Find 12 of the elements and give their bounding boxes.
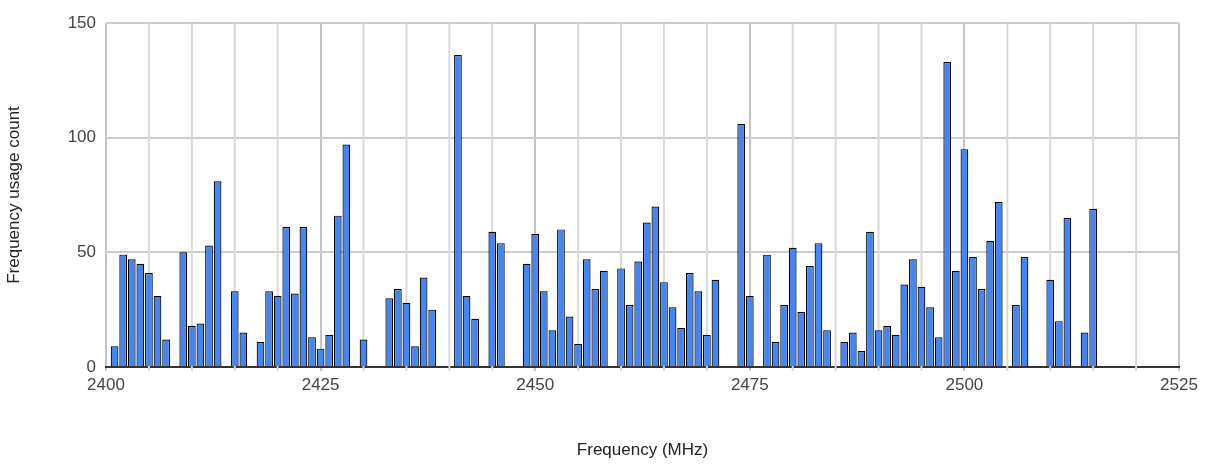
- x-tick-label: 2500: [945, 374, 984, 394]
- y-tick-label: 50: [77, 242, 96, 262]
- y-axis-title: Frequency usage count: [3, 105, 23, 284]
- x-tick-label: 2475: [730, 374, 769, 394]
- y-tick-label: 0: [86, 356, 96, 376]
- x-tick-label: 2525: [1160, 374, 1198, 394]
- y-tick-label: 150: [67, 12, 96, 32]
- x-tick-label: 2425: [301, 374, 340, 394]
- x-axis-title: Frequency (MHz): [576, 440, 709, 460]
- x-tick-label: 2450: [516, 374, 555, 394]
- x-tick-label: 2400: [87, 374, 125, 394]
- y-tick-label: 100: [67, 127, 96, 147]
